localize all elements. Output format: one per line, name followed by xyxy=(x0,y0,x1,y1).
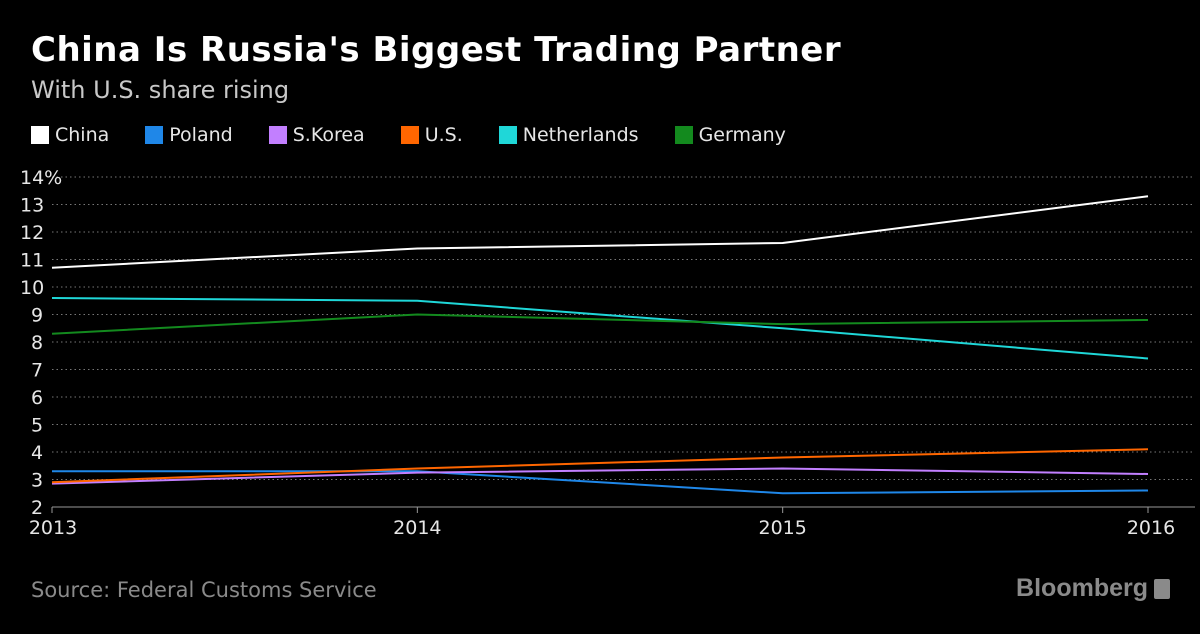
legend-label: Germany xyxy=(698,124,786,146)
legend-label: U.S. xyxy=(424,124,463,146)
y-tick-label: 2 xyxy=(31,497,43,519)
y-tick-label: 4 xyxy=(31,442,43,464)
legend-swatch xyxy=(31,126,49,144)
legend-label: Poland xyxy=(169,124,233,146)
y-tick-label: 13 xyxy=(20,195,44,217)
legend-label: Netherlands xyxy=(522,124,639,146)
series-line-germany xyxy=(51,313,1149,335)
legend-item: China xyxy=(31,124,109,146)
legend-swatch xyxy=(268,126,287,144)
series-line-netherlands xyxy=(51,297,1149,360)
chart-subtitle: With U.S. share rising xyxy=(31,76,290,104)
y-tick-label: 9 xyxy=(31,305,43,327)
bloomberg-mark-icon xyxy=(1154,578,1170,599)
legend-swatch xyxy=(498,126,517,144)
legend-swatch xyxy=(674,126,693,144)
y-tick-label: 3 xyxy=(31,470,43,492)
legend-item: S.Korea xyxy=(268,124,365,146)
x-tick-label: 2014 xyxy=(393,517,441,539)
legend-swatch xyxy=(400,126,419,144)
y-tick-label: 12 xyxy=(20,222,44,244)
series-line-us xyxy=(51,448,1149,484)
y-tick-label: 11 xyxy=(20,250,44,272)
chart-title: China Is Russia's Biggest Trading Partne… xyxy=(31,30,842,70)
series-line-skorea xyxy=(51,467,1149,485)
legend-item: Germany xyxy=(674,124,786,146)
brand-text: Bloomberg xyxy=(1016,574,1148,602)
series-line-china xyxy=(51,195,1149,269)
legend-item: U.S. xyxy=(400,124,463,146)
y-tick-label: 8 xyxy=(31,332,43,354)
y-tick-label: 7 xyxy=(31,360,43,382)
source-note: Source: Federal Customs Service xyxy=(31,578,377,602)
legend-item: Poland xyxy=(145,124,233,146)
legend-swatch xyxy=(145,126,164,144)
legend-label: S.Korea xyxy=(292,124,365,146)
bloomberg-logo: Bloomberg xyxy=(1016,574,1170,603)
y-tick-label: 14% xyxy=(20,167,62,189)
series-line-poland xyxy=(52,470,1149,495)
x-tick-label: 2016 xyxy=(1127,517,1175,539)
legend-item: Netherlands xyxy=(498,124,639,146)
y-tick-label: 10 xyxy=(20,277,44,299)
x-tick-label: 2015 xyxy=(758,517,806,539)
y-tick-label: 5 xyxy=(31,415,43,437)
x-tick-label: 2013 xyxy=(29,517,77,539)
legend: China Poland S.Korea U.S. Netherlands Germany xyxy=(31,124,822,146)
legend-label: China xyxy=(55,124,110,146)
y-tick-label: 6 xyxy=(31,387,43,409)
